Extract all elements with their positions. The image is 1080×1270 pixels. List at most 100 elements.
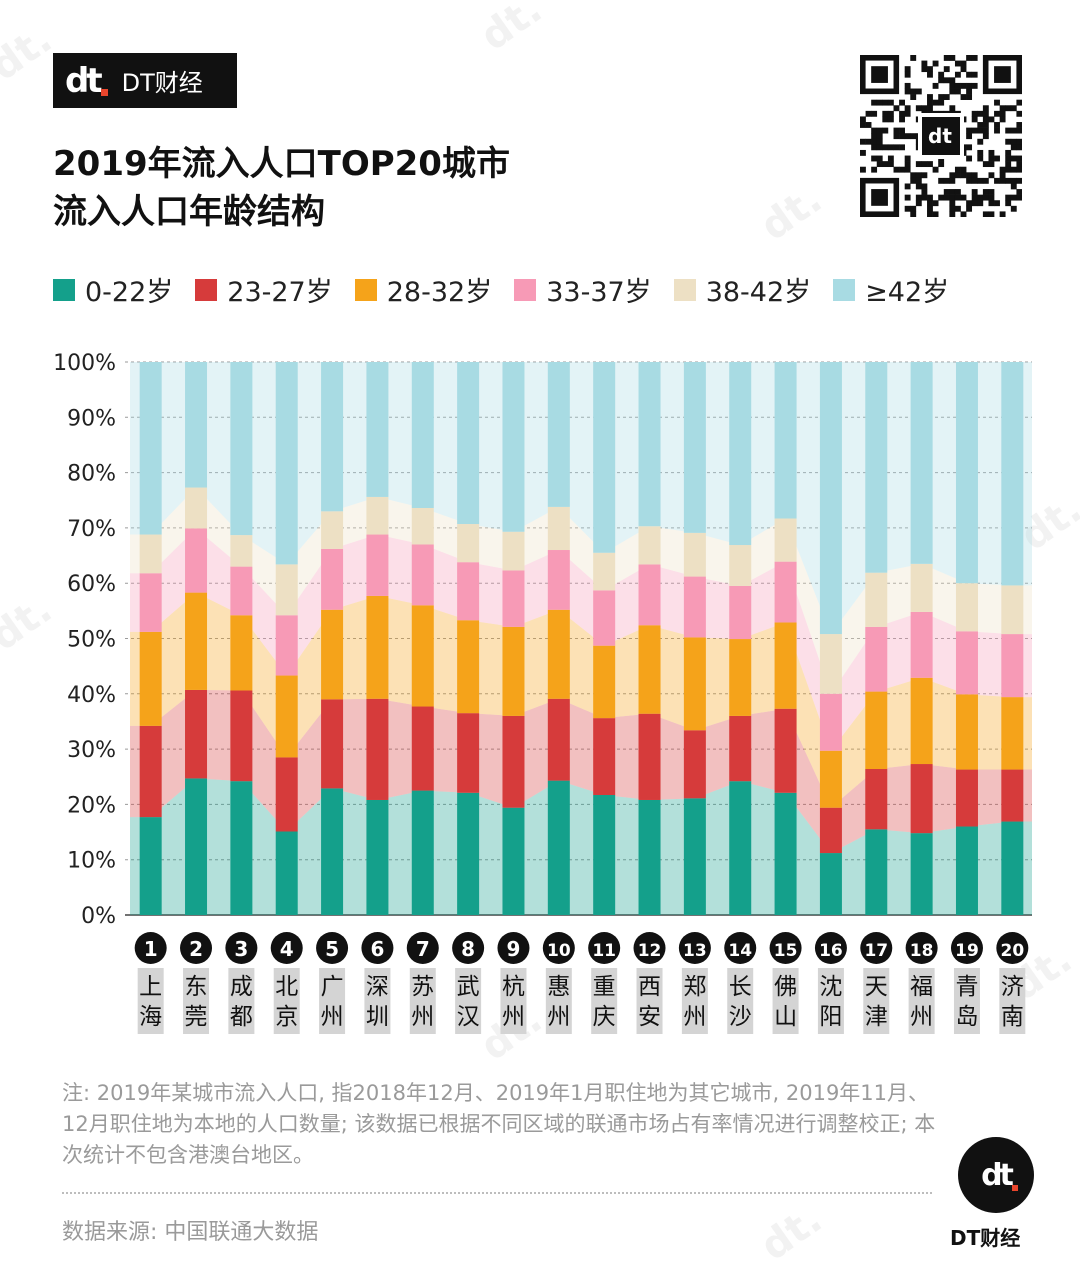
rank-number: 10	[547, 941, 571, 961]
x-tick-label: 佛	[774, 974, 797, 1000]
bar-重庆-series-0	[593, 794, 616, 915]
y-tick-label: 60%	[67, 572, 116, 597]
bar-惠州-series-0	[547, 780, 570, 915]
bar-武汉-series-4	[457, 524, 480, 563]
x-tick-label: 广	[321, 974, 344, 1000]
bar-福州-series-3	[910, 611, 933, 678]
rank-circle-1	[134, 932, 167, 964]
x-tick-label: 惠	[547, 974, 570, 1000]
bar-广州-series-3	[321, 548, 344, 610]
bar-苏州-series-3	[411, 544, 434, 606]
bar-北京-series-0	[275, 831, 298, 915]
y-tick-label: 90%	[67, 406, 116, 431]
city-label-bg	[953, 968, 980, 1034]
rank-circle-20	[996, 932, 1029, 964]
bar-苏州-series-5	[411, 362, 434, 508]
bar-深圳-series-2	[366, 595, 389, 699]
city-label-bg	[591, 968, 618, 1034]
x-tick-label: 州	[321, 1004, 344, 1030]
rank-circle-2	[180, 932, 213, 964]
rank-circle-7	[406, 932, 439, 964]
bar-郑州-series-3	[683, 576, 706, 638]
bar-上海-series-3	[139, 573, 162, 632]
bar-杭州-series-0	[502, 807, 525, 915]
bar-青岛-series-0	[955, 826, 978, 915]
rank-circle-10	[542, 932, 575, 964]
bar-重庆-series-4	[593, 552, 616, 591]
y-tick-label: 50%	[67, 628, 116, 653]
legend-item-42-plus: ≥42岁	[833, 270, 949, 309]
rank-number: 7	[416, 937, 430, 961]
x-tick-label: 武	[457, 974, 480, 1000]
bar-上海-series-0	[139, 817, 162, 915]
bar-成都-series-0	[230, 781, 253, 915]
city-label-bg	[908, 968, 935, 1034]
city-label-bg	[273, 968, 300, 1034]
bar-天津-series-0	[865, 829, 888, 915]
rank-circle-9	[497, 932, 530, 964]
bar-郑州-series-2	[683, 637, 706, 731]
bar-惠州-series-2	[547, 609, 570, 699]
rank-number: 11	[592, 941, 616, 961]
x-tick-label: 青	[955, 974, 978, 1000]
x-tick-label: 都	[230, 1004, 253, 1030]
bar-惠州-series-1	[547, 698, 570, 781]
bar-惠州-series-5	[547, 362, 570, 507]
rank-circle-15	[769, 932, 802, 964]
rank-number: 16	[819, 941, 843, 961]
bar-西安-series-4	[638, 526, 661, 565]
bar-惠州-series-3	[547, 550, 570, 610]
footer-logo: dt	[958, 1137, 1034, 1213]
x-tick-label: 莞	[185, 1004, 208, 1030]
rank-circle-4	[270, 932, 303, 964]
bar-苏州-series-1	[411, 706, 434, 791]
rank-number: 9	[507, 937, 521, 961]
bar-郑州-series-4	[683, 532, 706, 577]
bar-广州-series-1	[321, 699, 344, 789]
x-tick-label: 京	[275, 1004, 298, 1030]
bar-东莞-series-1	[185, 689, 208, 779]
bar-北京-series-1	[275, 757, 298, 832]
chart-title: 2019年流入人口TOP20城市 流入人口年龄结构	[53, 140, 510, 236]
bar-青岛-series-4	[955, 583, 978, 632]
bar-福州-series-2	[910, 677, 933, 765]
bar-深圳-series-5	[366, 362, 389, 497]
bar-郑州-series-0	[683, 798, 706, 915]
watermark: dt.	[472, 0, 551, 60]
bar-沈阳-series-2	[819, 750, 842, 808]
legend-swatch	[673, 278, 696, 301]
rank-circle-18	[905, 932, 938, 964]
x-tick-label: 山	[774, 1004, 797, 1030]
qr-code: dt	[860, 55, 1022, 217]
brand-name: DT财经	[121, 69, 203, 97]
watermark: dt.	[0, 16, 61, 90]
stacked-bar-chart: 0% 10% 20% 30% 40% 50% 60% 70% 80% 90% 100% 1 上海 2 东莞 3…	[53, 351, 1032, 1034]
x-tick-label: 海	[139, 1004, 162, 1030]
bar-济南-series-0	[1001, 821, 1024, 915]
legend-swatch	[195, 278, 218, 301]
bar-武汉-series-2	[457, 620, 480, 714]
bar-福州-series-5	[910, 362, 933, 564]
y-tick-label: 80%	[67, 462, 116, 487]
x-tick-label: 庆	[593, 1004, 616, 1030]
city-label-bg	[183, 968, 210, 1034]
bar-苏州-series-2	[411, 605, 434, 707]
footnote: 注: 2019年某城市流入人口, 指2018年12月、2019年1月职住地为其它…	[62, 1081, 936, 1167]
bar-杭州-series-4	[502, 531, 525, 571]
rank-number: 8	[461, 937, 475, 961]
legend-item-28-32: 28-32岁	[354, 270, 492, 309]
bar-天津-series-4	[865, 572, 888, 627]
rank-circle-3	[225, 932, 258, 964]
city-label-bg	[772, 968, 799, 1034]
bar-杭州-series-3	[502, 570, 525, 627]
x-tick-label: 济	[1001, 974, 1024, 1000]
bar-广州-series-2	[321, 609, 344, 700]
rank-number: 2	[189, 937, 203, 961]
x-tick-label: 长	[729, 974, 752, 1000]
bar-郑州-series-1	[683, 730, 706, 799]
rank-number: 18	[910, 941, 934, 961]
rank-circle-13	[678, 932, 711, 964]
city-label-bg	[319, 968, 346, 1034]
bar-杭州-series-5	[502, 362, 525, 532]
y-tick-label: 20%	[67, 793, 116, 818]
